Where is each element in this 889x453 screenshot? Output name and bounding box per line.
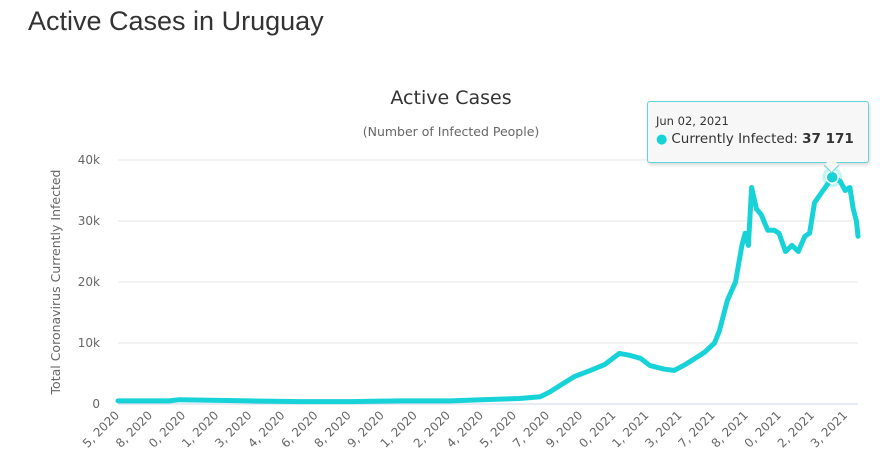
- y-tick-label: 30k: [78, 214, 100, 228]
- chart-subtitle: (Number of Infected People): [363, 124, 540, 139]
- tooltip-label: Currently Infected:: [671, 131, 798, 147]
- y-tick-label: 20k: [78, 275, 100, 289]
- y-axis-title: Total Coronavirus Currently Infected: [48, 170, 63, 396]
- highlight-point: [825, 170, 839, 185]
- chart-title: Active Cases: [390, 87, 511, 109]
- page-title: Active Cases in Uruguay: [28, 6, 324, 36]
- series-line-currently-infected: [115, 174, 861, 405]
- tooltip: Jun 02, 2021 ● Currently Infected: 37 171: [647, 101, 869, 174]
- tooltip-date: Jun 02, 2021: [656, 114, 729, 128]
- y-tick-label: 0: [92, 397, 100, 411]
- tooltip-value: 37 171: [802, 131, 854, 147]
- x-tick-label: 3, 2021: [808, 408, 850, 450]
- tooltip-row: ● Currently Infected: 37 171: [656, 131, 854, 147]
- y-tick-label: 40k: [78, 153, 100, 167]
- series-dot-icon: ●: [656, 132, 668, 147]
- y-tick-label: 10k: [78, 336, 100, 350]
